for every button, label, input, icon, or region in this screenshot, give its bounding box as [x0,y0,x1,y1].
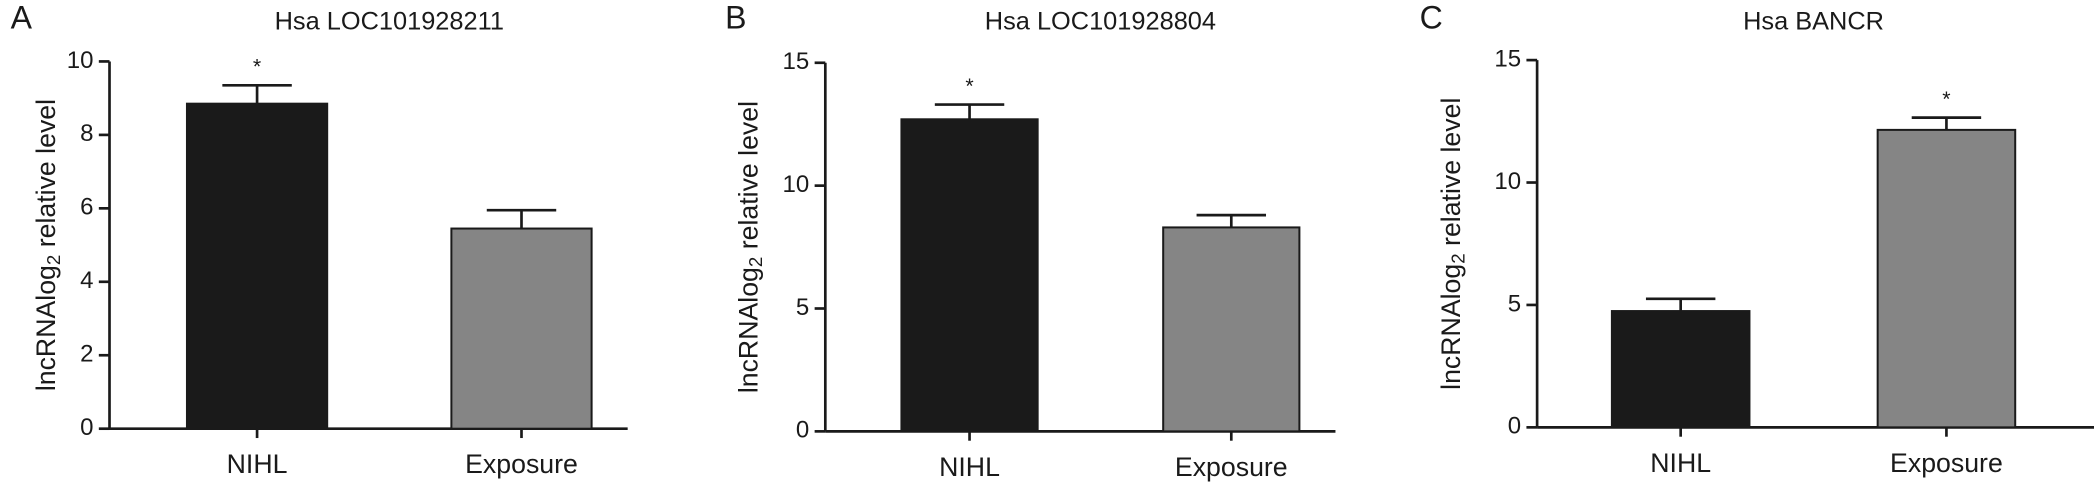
x-tick-label: Exposure [465,449,578,479]
bar [1610,310,1751,429]
panel-label: A [11,0,33,36]
x-tick-label: NIHL [1650,448,1711,478]
y-tick-label: 5 [1508,290,1521,317]
y-tick-label: 8 [80,120,93,147]
y-label-sub: 2 [43,255,64,265]
y-axis-label: lncRNAlog2 relative level [734,101,767,393]
chart-title: Hsa LOC101928804 [985,7,1216,35]
y-label-rest: relative level [1436,98,1466,254]
y-tick-label: 15 [1494,45,1521,72]
y-tick-label: 0 [1508,413,1521,440]
y-tick-label: 5 [796,294,809,321]
x-tick-label: Exposure [1890,448,2003,478]
y-tick-label: 0 [796,417,809,444]
y-tick-label: 6 [80,194,93,221]
bar [450,227,593,430]
significance-mark: * [965,74,973,98]
y-label-main: lncRNAlog [734,267,764,393]
x-tick-label: NIHL [227,449,288,479]
y-label-sub: 2 [745,257,766,267]
x-tick-label: Exposure [1175,452,1288,482]
y-axis-label: lncRNAlog2 relative level [31,99,64,391]
y-tick-label: 4 [80,267,93,294]
y-tick-label: 0 [80,414,93,441]
y-tick-label: 2 [80,341,93,368]
y-tick-label: 10 [1494,168,1521,195]
y-label-sub: 2 [1448,253,1469,263]
y-label-rest: relative level [31,99,61,255]
bar [1162,226,1301,433]
chart-title: Hsa LOC101928211 [275,7,504,35]
panel-label: B [725,0,746,36]
chart-title: Hsa BANCR [1743,7,1884,35]
panel-label: C [1420,0,1443,36]
y-tick-label: 15 [783,48,810,75]
x-tick-label: NIHL [939,452,1000,482]
bar [900,118,1039,433]
y-axis-label: lncRNAlog2 relative level [1436,98,1469,390]
bar [1876,128,2017,429]
y-tick-label: 10 [67,47,94,74]
bar [185,102,329,430]
significance-mark: * [1942,87,1950,111]
y-label-rest: relative level [734,101,764,257]
y-label-main: lncRNAlog [31,265,61,391]
y-label-main: lncRNAlog [1436,264,1466,390]
y-tick-label: 10 [783,171,810,198]
significance-mark: * [253,55,261,79]
